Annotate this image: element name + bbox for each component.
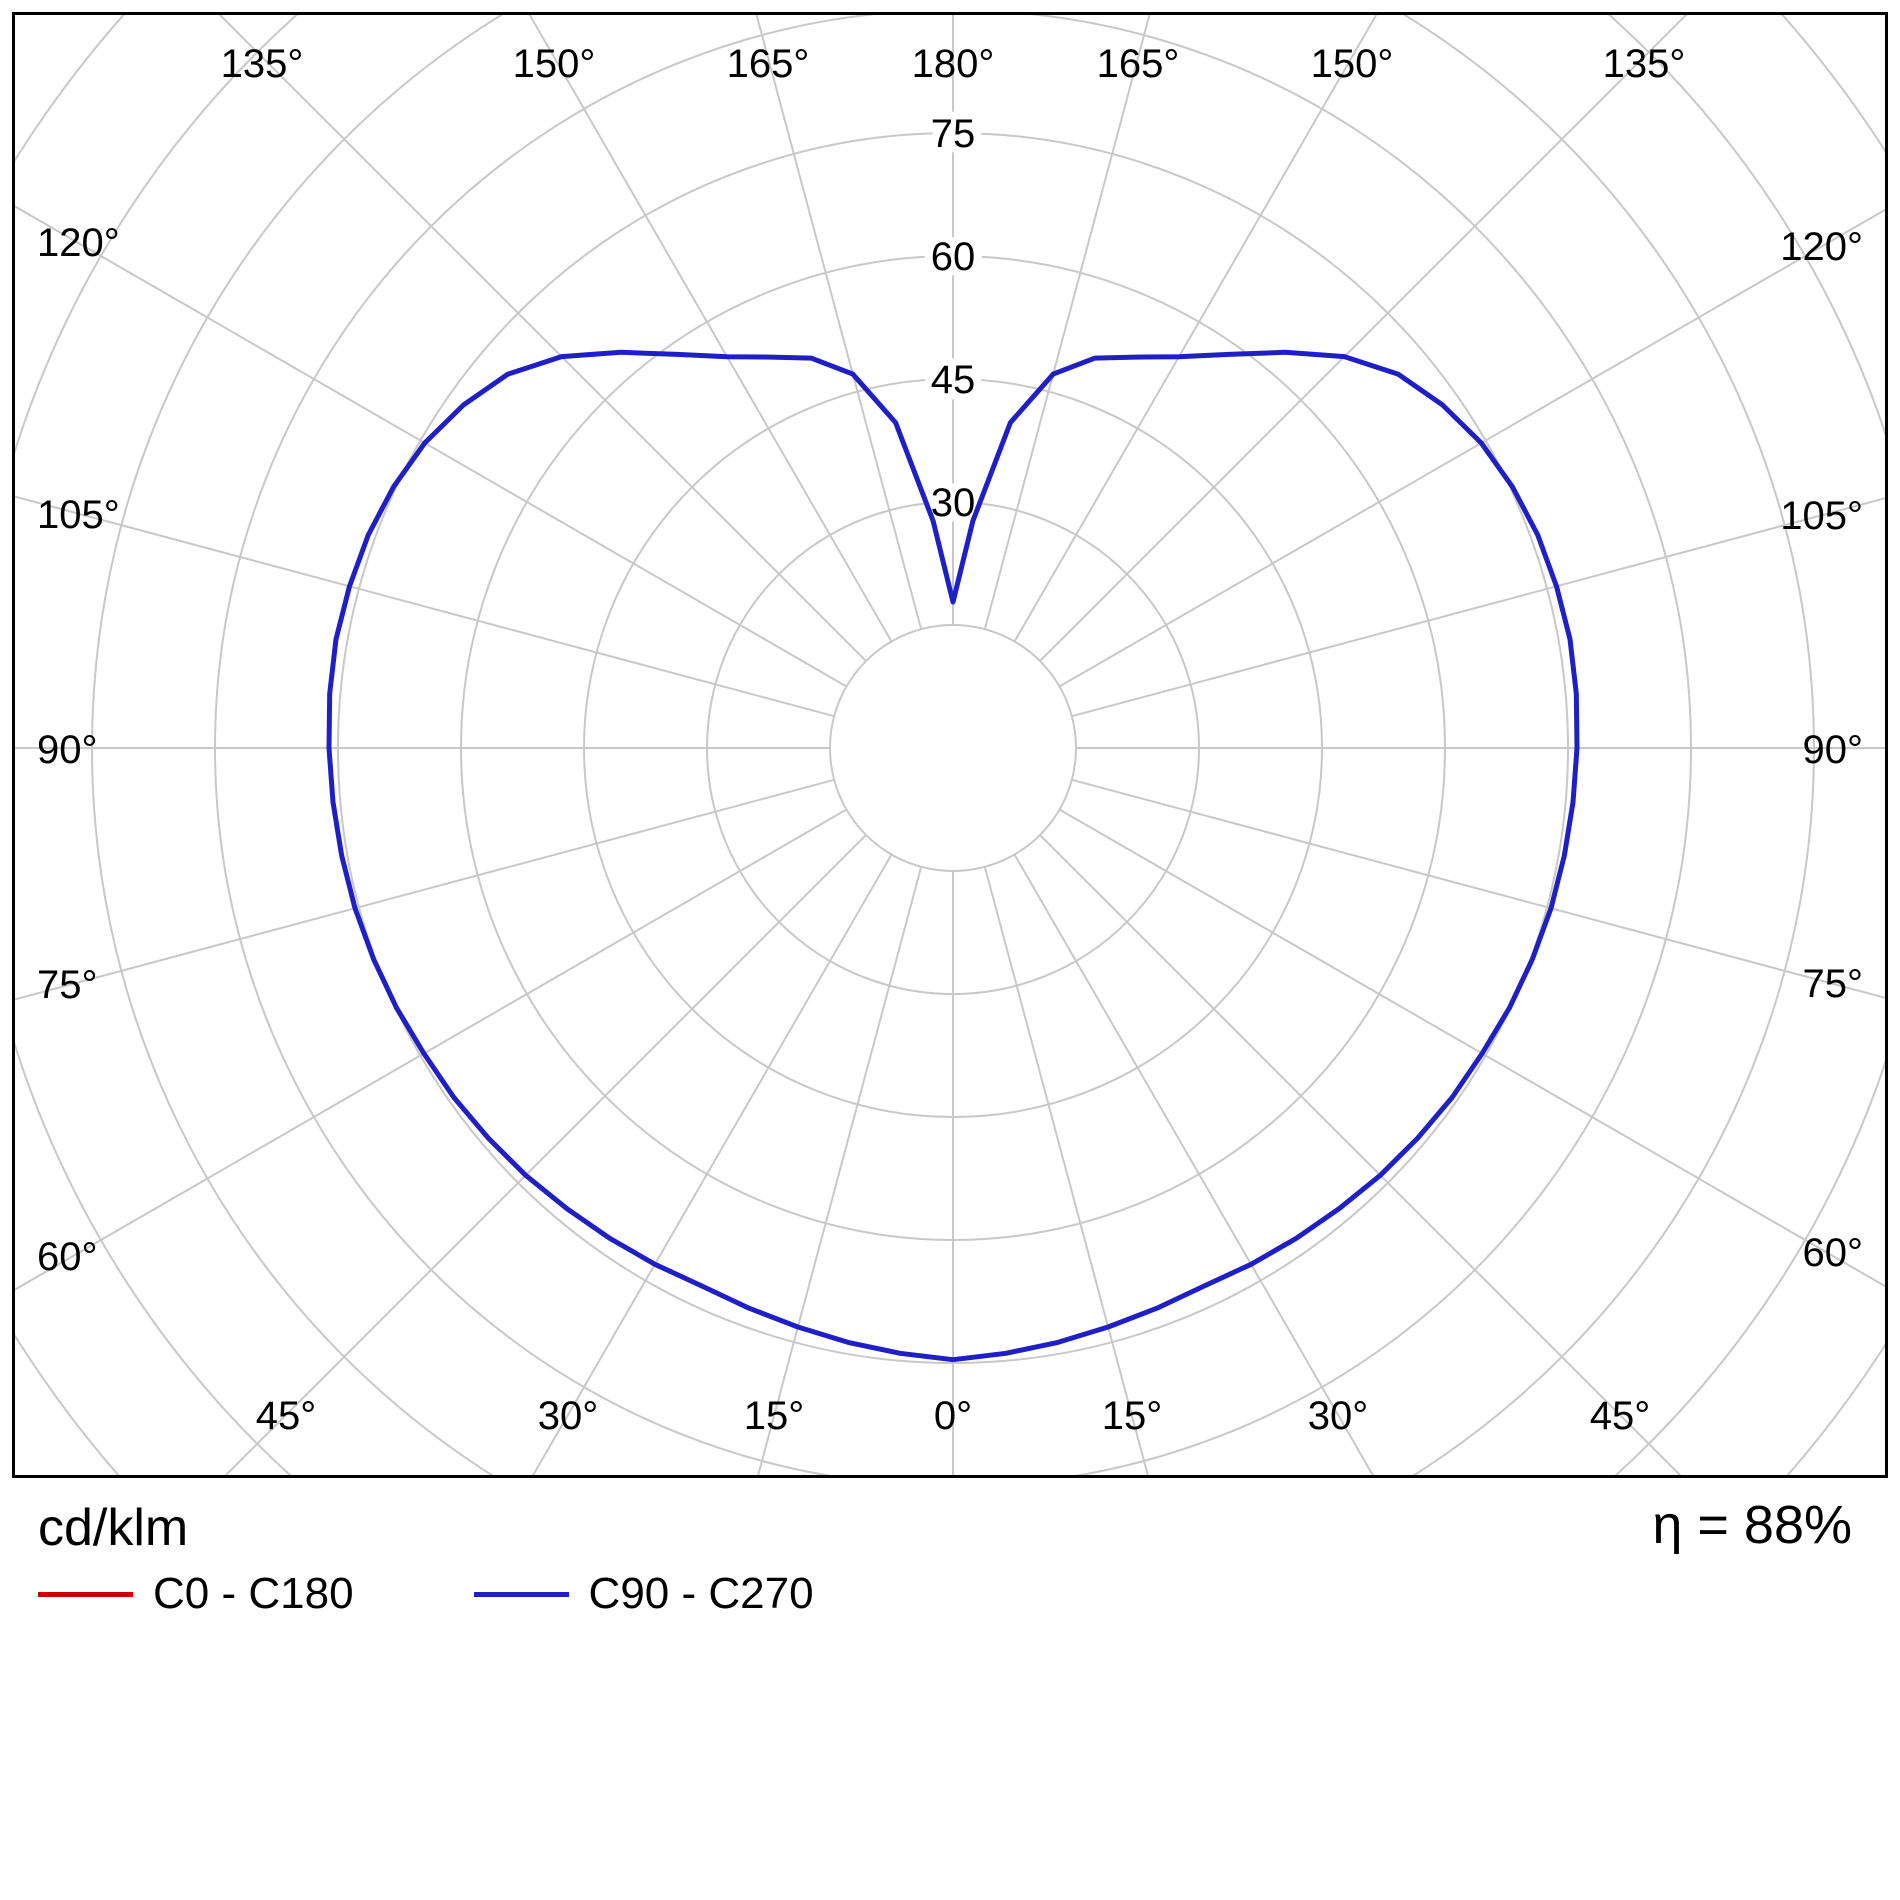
- grid-spoke: [1058, 808, 1885, 1288]
- grid-spoke: [532, 853, 893, 1475]
- grid-spoke: [15, 778, 835, 1001]
- grid-ring: [15, 15, 1885, 1475]
- c90-c270-line-swatch: [473, 1591, 569, 1597]
- ring-labels: 30 45 60 75: [923, 104, 984, 533]
- grid-ring: [15, 15, 1885, 1475]
- angle-label: 0°: [934, 1394, 972, 1438]
- efficiency-label: η = 88%: [1652, 1495, 1852, 1555]
- grid-spoke: [528, 15, 893, 643]
- grid-spoke: [1013, 853, 1374, 1475]
- angle-label: 90°: [1803, 728, 1864, 772]
- grid-spoke: [757, 866, 923, 1475]
- polar-chart-frame: 0° 15° 15° 30° 30° 45° 45° 60° 60° 75° 75° 90° 90° 10…: [12, 12, 1888, 1478]
- angle-label: 15°: [744, 1394, 805, 1438]
- polar-grid: [15, 15, 1885, 1475]
- legend-item-c90-c270: C90 - C270: [473, 1569, 814, 1618]
- angle-label: 150°: [513, 42, 596, 86]
- angle-label: 105°: [37, 493, 120, 537]
- grid-ring: [15, 15, 1885, 1475]
- grid-spoke: [218, 15, 867, 662]
- c0-c180-line-swatch: [38, 1591, 133, 1597]
- grid-spoke: [1039, 834, 1682, 1475]
- angle-label: 120°: [1780, 225, 1863, 269]
- angle-label: 30°: [1308, 1394, 1369, 1438]
- angle-label: 75°: [1803, 962, 1864, 1006]
- angle-labels: 0° 15° 15° 30° 30° 45° 45° 60° 60° 75° 75° 90° 90° 10…: [37, 42, 1863, 1438]
- grid-spoke: [15, 205, 848, 688]
- grid-spoke: [1058, 208, 1885, 688]
- angle-label: 165°: [1097, 42, 1180, 86]
- angle-label: 105°: [1780, 494, 1863, 538]
- grid-spoke: [1039, 15, 1688, 662]
- grid-spoke: [755, 15, 923, 630]
- angle-label: 135°: [1603, 42, 1686, 86]
- angle-label: 150°: [1311, 42, 1394, 86]
- angle-label: 135°: [221, 42, 304, 86]
- ring-label: 30: [931, 481, 976, 525]
- angle-label: 75°: [37, 963, 98, 1007]
- angle-label: 90°: [37, 728, 98, 772]
- legend-item-c0-c180: C0 - C180: [38, 1572, 354, 1616]
- grid-spoke: [1071, 497, 1885, 718]
- angle-label: 45°: [1590, 1394, 1651, 1438]
- unit-label: cd/klm: [38, 1499, 189, 1557]
- angle-label: 60°: [37, 1235, 98, 1279]
- c90-c270-curve: [326, 349, 1580, 1363]
- angle-label: 165°: [727, 42, 810, 86]
- angle-label: 45°: [256, 1394, 317, 1438]
- legend: C0 - C180 C90 - C270: [38, 1572, 814, 1616]
- angle-label: 30°: [538, 1394, 599, 1438]
- grid-spoke: [983, 15, 1151, 630]
- polar-chart: 0° 15° 15° 30° 30° 45° 45° 60° 60° 75° 75° 90° 90° 10…: [15, 15, 1885, 1475]
- angle-label: 180°: [912, 42, 995, 86]
- grid-spoke: [15, 808, 848, 1291]
- angle-label: 60°: [1803, 1231, 1864, 1275]
- grid-spoke: [15, 495, 835, 718]
- ring-label: 75: [931, 112, 976, 156]
- grid-spoke: [983, 866, 1149, 1475]
- ring-label: 45: [931, 358, 976, 402]
- angle-label: 120°: [37, 221, 120, 265]
- grid-ring: [829, 624, 1077, 872]
- grid-spoke: [1013, 15, 1378, 643]
- legend-label-c90-c270: C90 - C270: [588, 1569, 814, 1618]
- ring-label: 60: [931, 235, 976, 279]
- angle-label: 15°: [1102, 1394, 1163, 1438]
- grid-spoke: [224, 834, 867, 1475]
- legend-label-c0-c180: C0 - C180: [153, 1569, 354, 1618]
- grid-spoke: [1071, 778, 1885, 999]
